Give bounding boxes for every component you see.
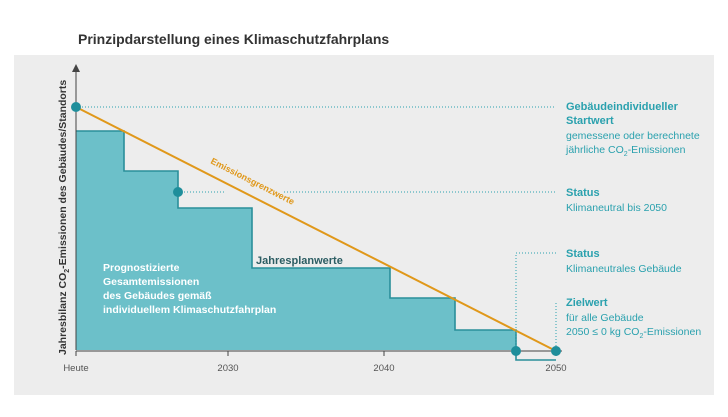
emissions-limit-line — [75, 106, 557, 352]
area-label-line-2: Gesamtemissionen — [103, 276, 199, 288]
x-tick-label-2030: 2030 — [217, 363, 238, 374]
status1-title: Status — [566, 187, 600, 199]
page-title: Prinzipdarstellung eines Klimaschutzfahr… — [78, 31, 390, 47]
x-tick-label-2050: 2050 — [545, 363, 566, 374]
status1-text: Klimaneutral bis 2050 — [566, 202, 667, 214]
y-axis-label: Jahresbilanz CO2-Emissionen des Gebäudes… — [57, 80, 71, 355]
leader-status2 — [515, 252, 556, 346]
start-annotation-title-1: Gebäudeindividueller — [566, 101, 679, 113]
area-label-line-4: individuellem Klimaschutzfahrplan — [103, 304, 276, 316]
area-label-line-1: Prognostizierte — [103, 262, 180, 274]
target-line-1: für alle Gebäude — [566, 312, 644, 324]
start-annotation-line-1: gemessene oder berechnete — [566, 130, 700, 142]
forecast-area — [76, 107, 516, 350]
start-point — [71, 102, 81, 112]
target-title: Zielwert — [566, 297, 608, 309]
status2-point — [511, 346, 521, 356]
annual-plan-label: Jahresplanwerte — [256, 255, 343, 267]
area-label-line-3: des Gebäudes gemäß — [103, 290, 212, 302]
x-tick-label-2040: 2040 — [373, 363, 394, 374]
start-annotation-title-2: Startwert — [566, 115, 614, 127]
x-tick-label-heute: Heute — [63, 363, 88, 374]
status1-point — [173, 187, 183, 197]
annual-plan-step-line — [76, 130, 556, 361]
status2-title: Status — [566, 248, 600, 260]
start-annotation-line-2: jährliche CO2-Emissionen — [565, 144, 686, 158]
status2-text: Klimaneutrales Gebäude — [566, 263, 682, 275]
target-point — [551, 346, 561, 356]
target-line-2: 2050 ≤ 0 kg CO2-Emissionen — [566, 326, 701, 340]
